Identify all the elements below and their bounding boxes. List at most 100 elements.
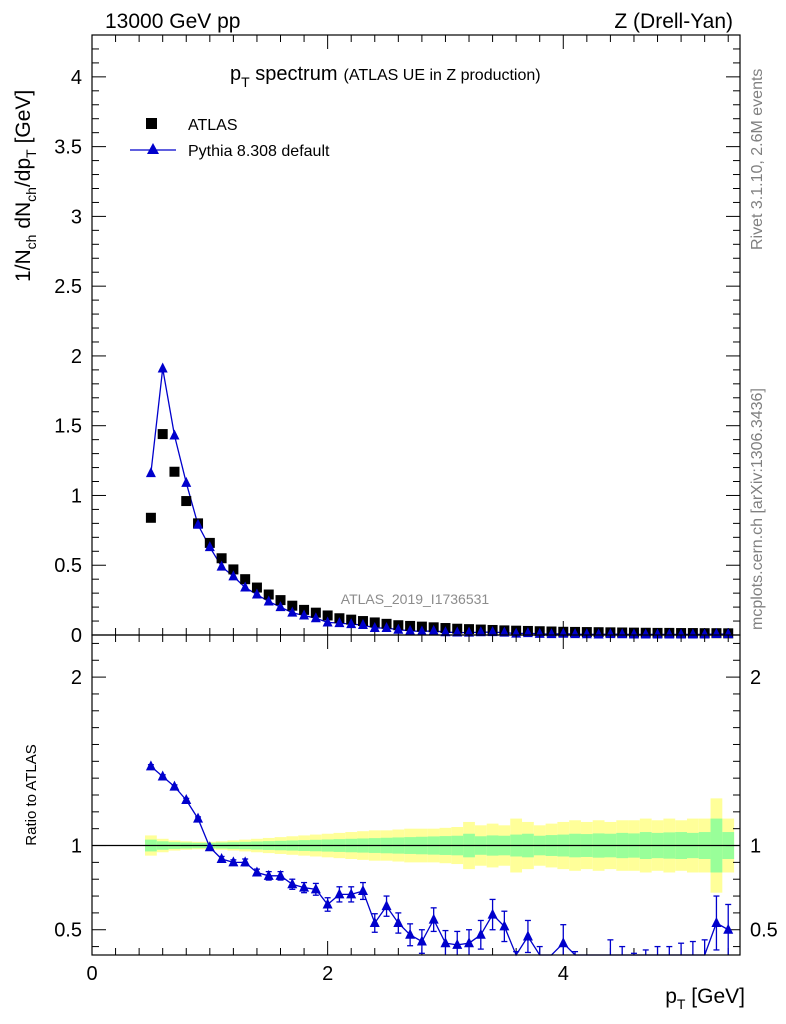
ratio-point xyxy=(558,937,569,948)
ylabel-part-5: /dp xyxy=(12,158,35,187)
ratio-point xyxy=(181,794,192,805)
ratio-point xyxy=(357,885,368,895)
title-sub: T xyxy=(241,74,250,90)
pythia-point xyxy=(605,628,616,639)
main-y-tick-label: 1 xyxy=(71,485,82,507)
x-tick-label: 4 xyxy=(558,963,569,985)
ylabel-part-4: ch xyxy=(23,187,39,202)
ratio-panel-frame xyxy=(91,634,741,956)
atlas-point xyxy=(287,600,298,611)
pythia-point xyxy=(251,588,262,599)
ratio-point xyxy=(251,866,262,877)
pythia-point xyxy=(193,518,204,529)
pythia-point xyxy=(676,628,687,639)
pythia-point xyxy=(405,624,416,635)
pythia-point xyxy=(169,429,180,440)
atlas-point xyxy=(157,429,168,440)
ratio-point xyxy=(475,928,486,939)
atlas-point xyxy=(145,512,156,523)
pythia-point xyxy=(664,628,675,639)
ratio-point xyxy=(369,917,380,927)
pythia-point xyxy=(393,623,404,634)
pythia-point xyxy=(334,617,345,628)
legend: ATLAS Pythia 8.308 default xyxy=(130,117,330,160)
pythia-point xyxy=(440,626,451,637)
ratio-point xyxy=(487,908,498,919)
ratio-y-tick-label: 2 xyxy=(71,667,82,689)
pythia-point xyxy=(452,626,463,637)
xlabel-sub: T xyxy=(677,996,686,1012)
pythia-point xyxy=(699,628,710,639)
pythia-point xyxy=(581,628,592,639)
ratio-point xyxy=(228,856,239,867)
pythia-point xyxy=(475,626,486,637)
ratio-axes: 0.5 0.5 1 1 2 2 0 2 4 xyxy=(54,635,778,985)
ratio-point xyxy=(145,760,156,771)
ylabel-part-1: 1/N xyxy=(12,249,35,282)
ratio-y-tick-label-right: 0.5 xyxy=(750,920,778,942)
pythia-point xyxy=(240,581,251,592)
ratio-point xyxy=(216,853,227,863)
main-axes: 0 0.5 1 1.5 2 2.5 3 3.5 4 xyxy=(54,35,740,647)
pythia-point xyxy=(546,628,557,639)
pythia-point xyxy=(487,626,498,637)
ratio-point xyxy=(393,917,404,927)
atlas-point xyxy=(263,589,274,600)
process-label: Z (Drell-Yan) xyxy=(614,10,733,33)
main-marks xyxy=(145,362,734,639)
main-y-tick-label: 3.5 xyxy=(54,137,82,159)
ratio-point xyxy=(499,920,510,931)
main-y-tick-label: 0 xyxy=(71,625,82,647)
ratio-point xyxy=(405,928,416,939)
pythia-point xyxy=(275,601,286,612)
ratio-y-tick-label: 1 xyxy=(71,836,82,858)
xlabel-tail: [GeV] xyxy=(685,985,745,1008)
pythia-point xyxy=(499,626,510,637)
main-y-tick-label: 4 xyxy=(71,67,82,89)
atlas-point xyxy=(322,610,333,621)
ratio-y-tick-label: 0.5 xyxy=(54,920,82,942)
ratio-point xyxy=(287,878,298,889)
ratio-point xyxy=(157,770,168,781)
pythia-point xyxy=(369,622,380,633)
ratio-point xyxy=(440,937,451,948)
pythia-point xyxy=(204,541,215,552)
atlas-point xyxy=(169,466,180,477)
ylabel-part-7: [GeV] xyxy=(12,90,35,150)
ratio-point xyxy=(346,888,357,899)
mcplots-label: mcplots.cern.ch [arXiv:1306.3436] xyxy=(749,388,766,630)
pythia-point xyxy=(628,628,639,639)
ratio-point xyxy=(299,881,310,892)
ratio-point xyxy=(452,938,463,949)
pythia-point xyxy=(652,628,663,639)
ratio-point xyxy=(275,869,286,880)
title-small: (ATLAS UE in Z production) xyxy=(344,67,541,84)
main-panel: 00.511.522.533.54 pT spectrum (ATLAS UE i… xyxy=(12,34,741,647)
pythia-point xyxy=(322,616,333,627)
pythia-point xyxy=(357,618,368,629)
pythia-point xyxy=(381,622,392,633)
ratio-point xyxy=(240,856,251,867)
energy-label: 13000 GeV pp xyxy=(105,10,240,33)
pythia-point xyxy=(346,618,357,629)
pythia-point xyxy=(263,595,274,606)
ylabel-part-2: ch xyxy=(23,235,39,250)
ratio-point xyxy=(193,812,204,823)
pythia-point xyxy=(416,625,427,636)
x-tick-label: 0 xyxy=(86,963,97,985)
ratio-point xyxy=(464,937,475,948)
main-y-tick-label: 3 xyxy=(71,206,82,228)
atlas-point xyxy=(240,574,251,585)
ylabel-part-6: T xyxy=(23,149,39,158)
ratio-point xyxy=(322,898,333,909)
pythia-point xyxy=(593,628,604,639)
ratio-point xyxy=(263,869,274,880)
title-main: p xyxy=(230,63,241,85)
pythia-point xyxy=(181,476,192,487)
pythia-point xyxy=(310,612,321,623)
main-y-tick-label: 0.5 xyxy=(54,555,82,577)
pythia-point xyxy=(216,560,227,571)
main-y-tick-label: 1.5 xyxy=(54,416,82,438)
pythia-point xyxy=(570,628,581,639)
